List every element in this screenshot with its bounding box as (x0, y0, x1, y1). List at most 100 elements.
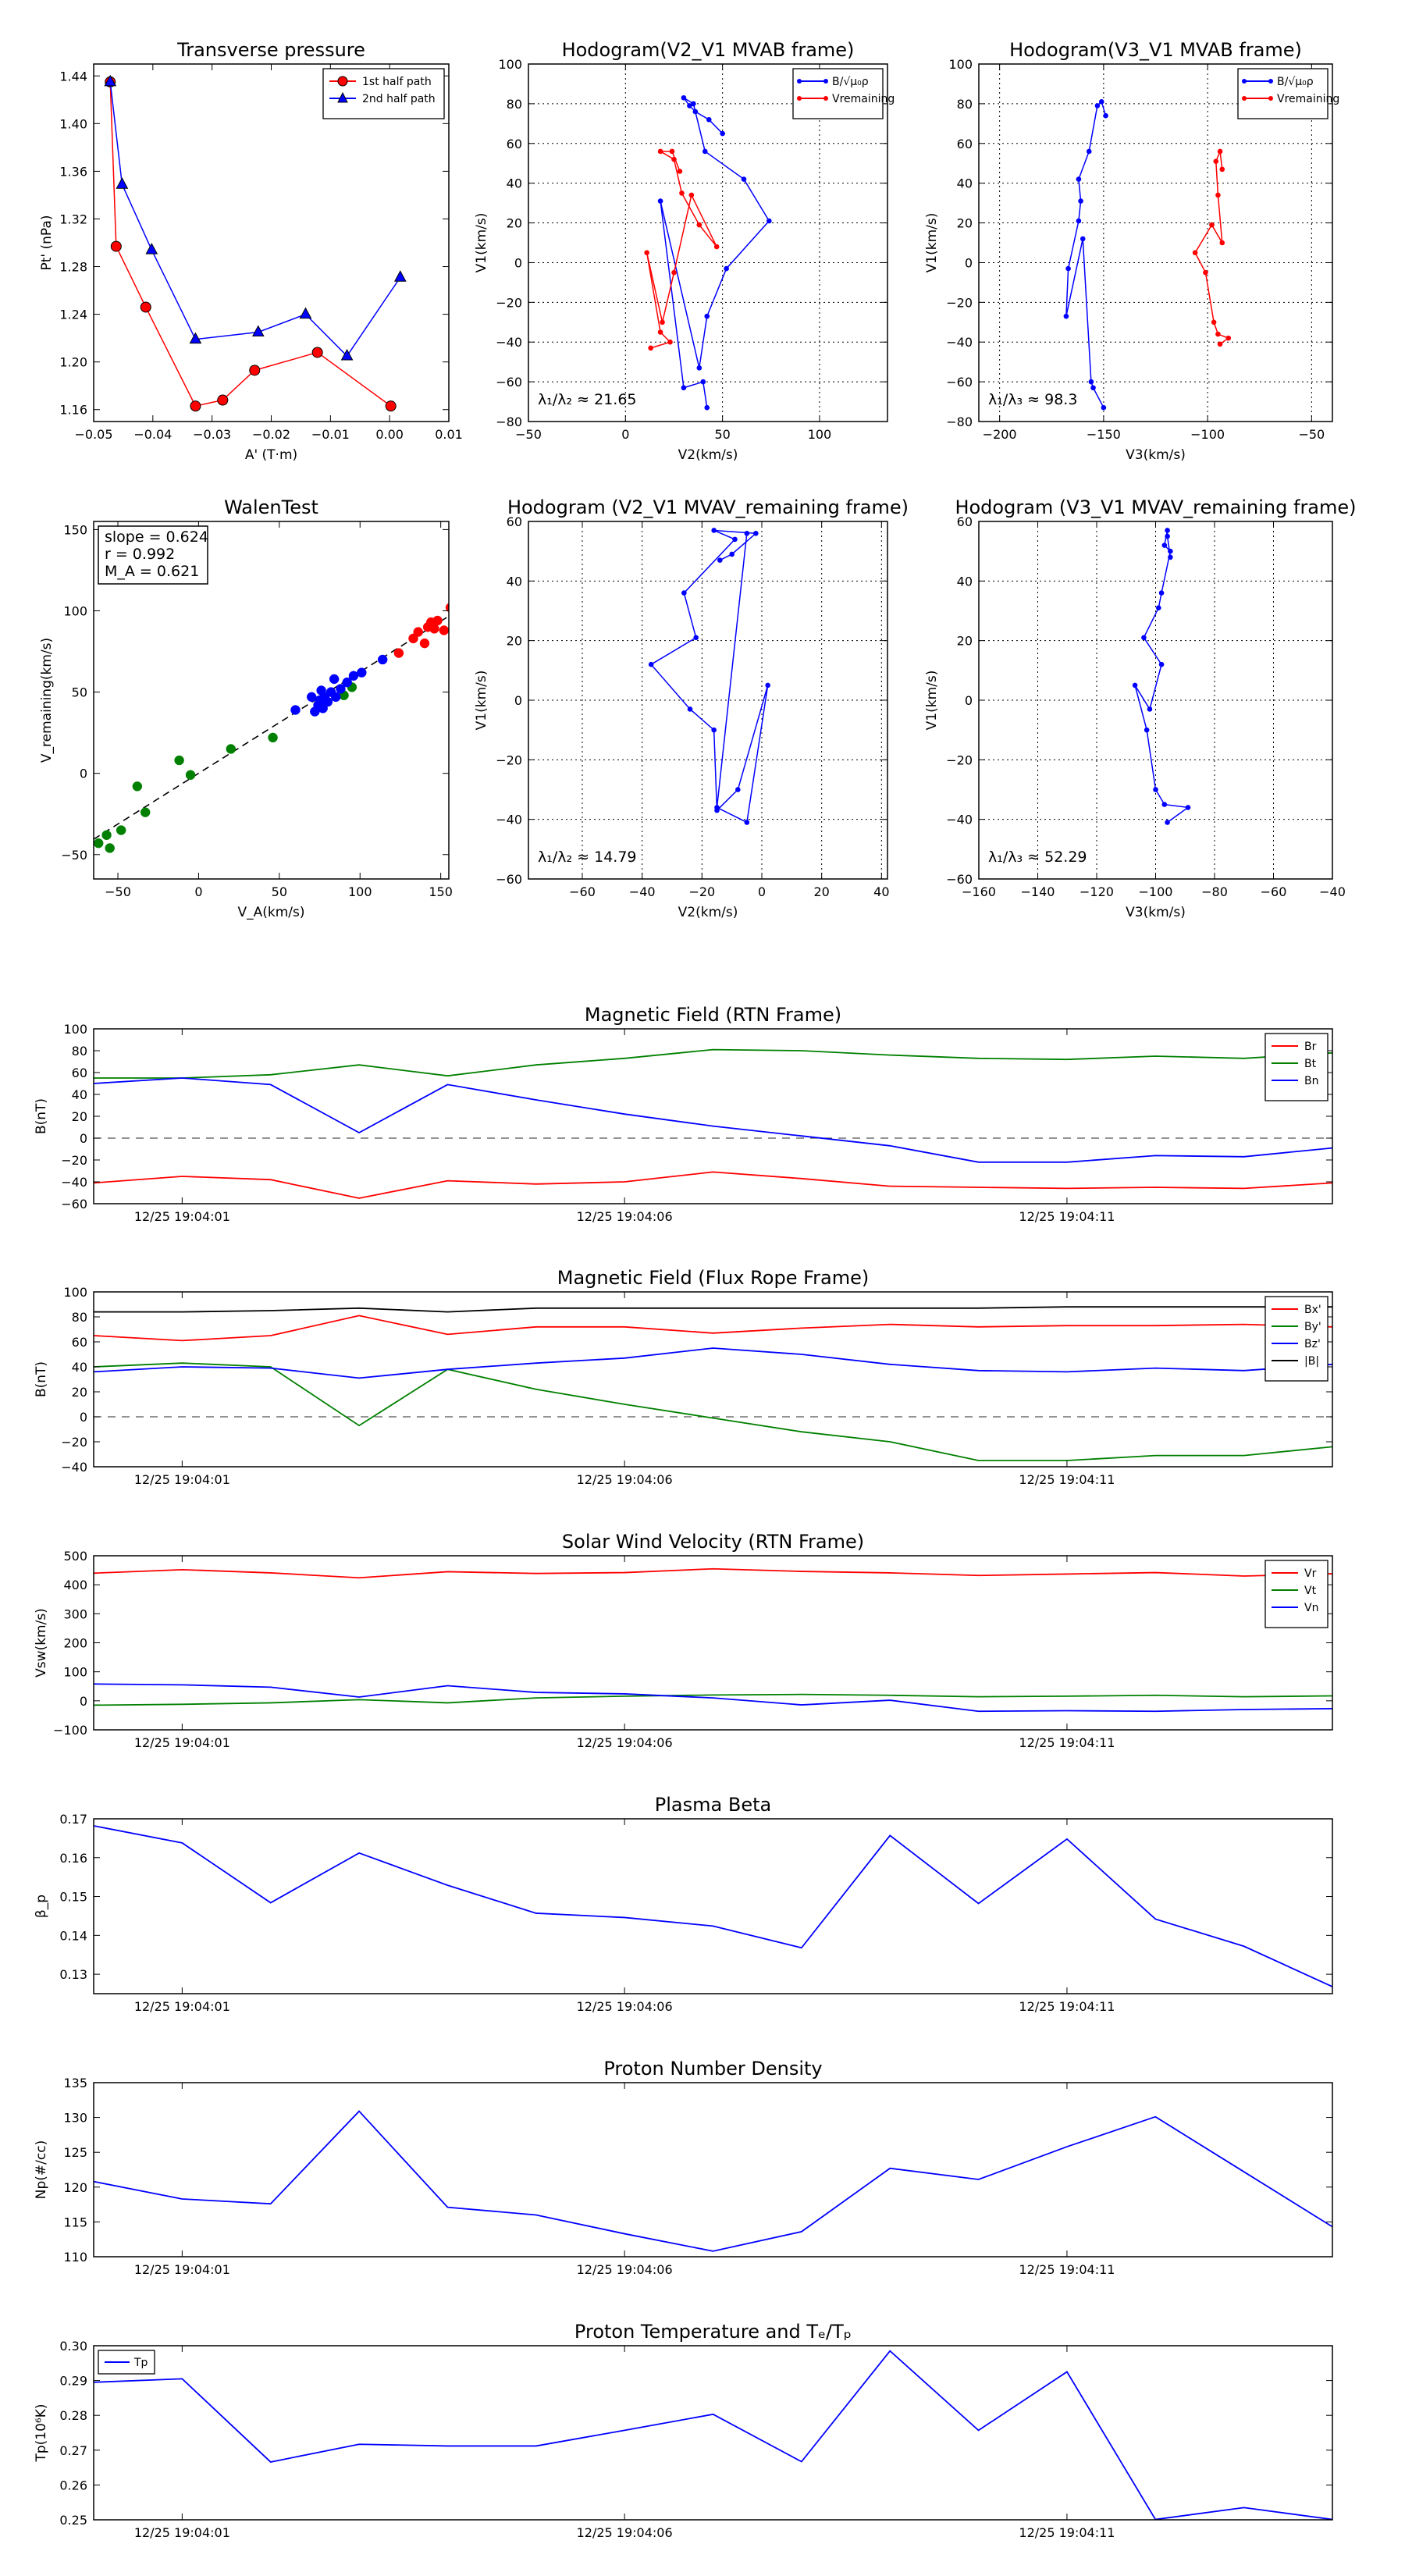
data-point (1088, 379, 1094, 385)
y-tick-label: 0.30 (59, 2339, 87, 2354)
y-tick-label: 1.28 (59, 260, 87, 275)
y-tick-label: 50 (72, 685, 87, 700)
y-tick-label: 20 (507, 634, 522, 649)
legend-label: Tp (133, 2357, 148, 2369)
axes-frame (93, 521, 450, 880)
x-tick-label: −120 (1080, 884, 1114, 899)
data-point (104, 74, 117, 87)
x-tick-label: −0.03 (193, 427, 231, 442)
x-tick-label: 0 (758, 884, 766, 899)
plot-area (644, 94, 772, 411)
panel-tp: −0.05 −0.04 −0.03 −0.02 −0.01 0.00 0.01 1.16 1.2… (39, 39, 463, 463)
legend-label: Vr (1304, 1567, 1317, 1580)
data-point (330, 692, 341, 703)
legend-label: Vremaining (832, 93, 895, 105)
y-tick-label: −40 (61, 1175, 87, 1190)
y-tick-label: 0.26 (59, 2478, 87, 2492)
y-tick-label: 400 (63, 1578, 87, 1592)
plot-area (1063, 99, 1232, 411)
data-point (717, 557, 723, 563)
series-line-Br (94, 1171, 1332, 1199)
x-tick-label: 0 (621, 427, 629, 442)
data-point (1098, 99, 1104, 105)
x-tick-label: −0.01 (311, 427, 350, 442)
x-tick-label: 12/25 19:04:06 (577, 2525, 673, 2540)
data-point (713, 244, 720, 250)
x-axis-label: V2(km/s) (678, 905, 738, 920)
y-tick-label: 0.14 (59, 1928, 87, 1943)
plot-area (648, 528, 770, 825)
y-tick-label: 1.44 (59, 69, 87, 84)
data-point (677, 169, 683, 174)
x-tick-label: −80 (1201, 884, 1228, 899)
series-line-By' (94, 1362, 1332, 1461)
data-point (1147, 706, 1153, 712)
y-tick-label: 1.40 (59, 116, 87, 131)
data-point (1217, 341, 1223, 347)
series-line-B/√μ₀ρ (660, 97, 770, 408)
y-tick-label: −40 (496, 335, 522, 350)
y-tick-label: 0 (80, 1694, 87, 1709)
y-tick-label: 60 (957, 514, 973, 529)
data-point (1065, 265, 1071, 272)
x-tick-label: 12/25 19:04:11 (1019, 1209, 1115, 1224)
x-tick-label: 40 (873, 884, 889, 899)
data-point (1153, 787, 1158, 792)
y-tick-label: −60 (61, 1197, 87, 1212)
data-point (744, 820, 750, 825)
plot-area (1132, 528, 1191, 825)
y-tick-label: 1.20 (59, 355, 87, 370)
data-point (657, 148, 663, 155)
data-point (1215, 192, 1221, 198)
data-point (679, 190, 685, 196)
panel-wt: −50 0 50 100 150 −50 0 50 100 150 WalenTest V_A(km/… (39, 496, 453, 920)
x-tick-label: 20 (813, 884, 829, 899)
x-tick-label: −20 (688, 884, 715, 899)
data-point (667, 339, 673, 345)
x-tick-label: 12/25 19:04:06 (577, 1999, 673, 2014)
x-tick-label: 12/25 19:04:06 (577, 1472, 673, 1487)
data-point (322, 696, 333, 707)
data-point (1076, 218, 1082, 224)
axes-frame (93, 1291, 1333, 1468)
x-tick-label: 50 (272, 884, 287, 899)
chart-title: Proton Temperature and Tₑ/Tₚ (574, 2321, 852, 2343)
legend-label: |B| (1304, 1355, 1319, 1368)
x-tick-label: −60 (569, 884, 596, 899)
stats-line: M_A = 0.621 (105, 563, 199, 580)
data-point (704, 404, 710, 411)
data-point (1086, 148, 1092, 155)
series-line-Vremaining (646, 151, 717, 349)
plot-area (94, 603, 449, 853)
data-point (711, 528, 717, 533)
annotation: λ₁/λ₃ ≈ 98.3 (988, 391, 1077, 408)
data-point (714, 805, 720, 810)
data-point (644, 250, 649, 256)
data-point (700, 379, 706, 385)
data-point (249, 365, 261, 376)
y-tick-label: 0.16 (59, 1851, 87, 1866)
x-tick-label: −50 (515, 427, 542, 442)
data-point (1101, 404, 1107, 411)
data-point (681, 590, 687, 596)
y-axis-label: Vsw(km/s) (34, 1608, 49, 1678)
data-point (1063, 313, 1069, 319)
y-tick-label: 0 (80, 767, 87, 781)
data-point (413, 627, 423, 637)
data-point (671, 156, 677, 162)
data-point (1165, 533, 1170, 539)
y-axis-label: Tp(10⁶K) (34, 2403, 49, 2462)
legend-label: Vremaining (1277, 93, 1339, 105)
axes-frame (528, 63, 888, 422)
y-tick-label: 100 (63, 604, 87, 619)
data-point (393, 648, 404, 658)
data-point (767, 218, 772, 224)
legend-box (1264, 1033, 1329, 1101)
y-tick-label: −20 (61, 1153, 87, 1168)
axes-frame (978, 63, 1333, 422)
y-tick-label: −40 (496, 813, 522, 827)
data-point (290, 705, 301, 715)
y-tick-label: 115 (63, 2215, 87, 2229)
data-point (687, 103, 692, 109)
